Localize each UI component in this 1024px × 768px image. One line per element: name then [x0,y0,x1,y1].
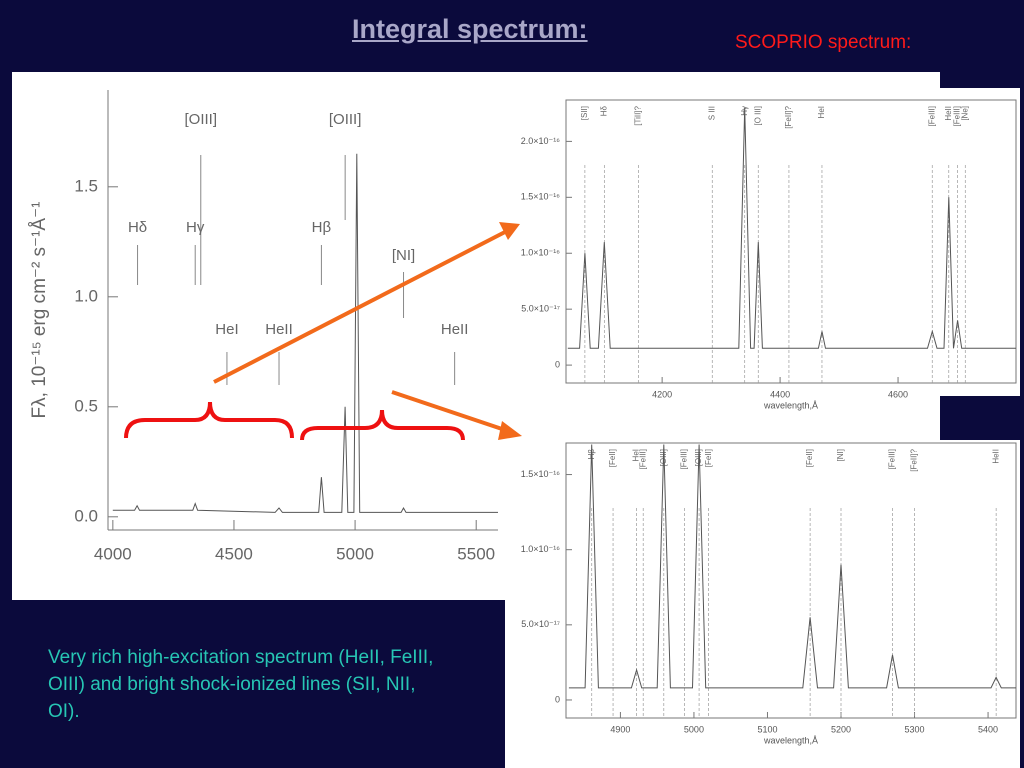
x-tick-label: 5000 [336,544,374,563]
arrowhead [499,222,520,240]
chart: 0 5.0×10⁻¹⁷ 1.0×10⁻¹⁶ 1.5×10⁻¹⁶ 4900 5000 5100… [521,442,1017,745]
y-tick-label: 0 [555,359,560,369]
line-label: [NI] [836,449,845,461]
x-tick-label: 5100 [757,724,777,734]
spectrum-line [568,444,1016,689]
subtitle: SCOPRIO spectrum: [735,32,912,53]
line-label: [OIII] [329,111,362,128]
x-axis-label: wavelength,Å [763,400,818,410]
line-label: HeI [632,449,641,461]
line-label: [FeIII] [927,106,936,126]
y-tick-label: 5.0×10⁻¹⁷ [521,304,560,314]
x-tick-label: 4900 [610,724,630,734]
x-tick-label: 5500 [457,544,495,563]
chart: 0.0 0.5 1.0 1.5 4000 4500 5000 5500 Fλ, 10⁻¹⁵ er… [29,90,498,563]
plot-frame [565,99,1017,384]
line-label: Hδ [599,105,608,116]
arrow [213,230,506,384]
line-label: [FeII]? [910,448,919,471]
x-tick-label: 4200 [652,389,672,399]
x-tick-label: 4500 [215,544,253,563]
line-label: [SII] [580,106,589,120]
panel [505,440,1020,768]
y-tick-label: 1.0×10⁻¹⁶ [521,248,561,258]
y-tick-label: 1.5×10⁻¹⁶ [521,469,561,479]
line-label: HeI [817,106,826,118]
line-label: [OIII] [185,111,218,128]
x-tick-label: 5300 [905,724,925,734]
arrowhead [498,421,522,440]
slide-title: Integral spectrum: [352,14,588,44]
x-tick-label: 4000 [94,544,132,563]
spectrum-line [112,153,498,513]
x-axis-label: wavelength,Å [763,735,818,745]
line-label: [FeIII] [679,449,688,469]
y-tick-label: 0 [555,694,560,704]
line-label: [O III] [753,106,762,126]
line-label: Hβ [312,219,332,236]
x-tick-label: 4400 [770,389,790,399]
line-label: [NI] [392,247,415,264]
line-label: Hγ [186,219,205,236]
line-label: [FeII] [805,449,814,467]
x-tick-label: 5000 [684,724,704,734]
x-tick-label: 4600 [888,389,908,399]
line-label: [FeIII] [638,449,647,469]
line-label: HeII [991,449,1000,464]
y-tick-label: 5.0×10⁻¹⁷ [521,619,560,629]
arrow [391,390,506,432]
y-tick-label: 0.0 [74,506,98,525]
y-tick-label: 0.5 [74,396,98,415]
line-label: [Ne] [960,106,969,121]
line-label: [FeII] [704,449,713,467]
brace [124,401,294,439]
line-label: [TiII]? [634,105,643,125]
y-tick-label: 1.0×10⁻¹⁶ [521,544,561,554]
spectrum-line [567,107,1016,349]
line-label: HeII [265,321,293,338]
line-label: [FeII]? [784,105,793,128]
line-label: HeII [944,106,953,121]
line-label: Hδ [128,219,147,236]
body-text: Very rich high-excitation spectrum (HeII… [48,647,434,722]
line-label: HeII [441,321,469,338]
line-label: S III [707,106,716,120]
y-tick-label: 2.0×10⁻¹⁶ [521,136,561,146]
panel [533,88,1020,396]
y-tick-label: 1.0 [74,286,98,305]
y-tick-label: 1.5×10⁻¹⁶ [521,192,561,202]
brace [300,409,465,441]
x-tick-label: 5200 [831,724,851,734]
line-label: [FeIII] [888,449,897,469]
annotation-arrows [124,222,522,441]
chart: 0 5.0×10⁻¹⁷ 1.0×10⁻¹⁶ 1.5×10⁻¹⁶ 2.0×10⁻¹⁶ 420… [521,99,1017,410]
line-label: [FeII] [608,449,617,467]
y-axis-label: Fλ, 10⁻¹⁵ erg cm⁻² s⁻¹Å⁻¹ [29,202,50,419]
plot-frame [565,442,1017,719]
x-tick-label: 5400 [978,724,998,734]
line-label: [FeIII] [953,106,962,126]
line-label: HeI [215,321,238,338]
y-tick-label: 1.5 [74,176,98,195]
